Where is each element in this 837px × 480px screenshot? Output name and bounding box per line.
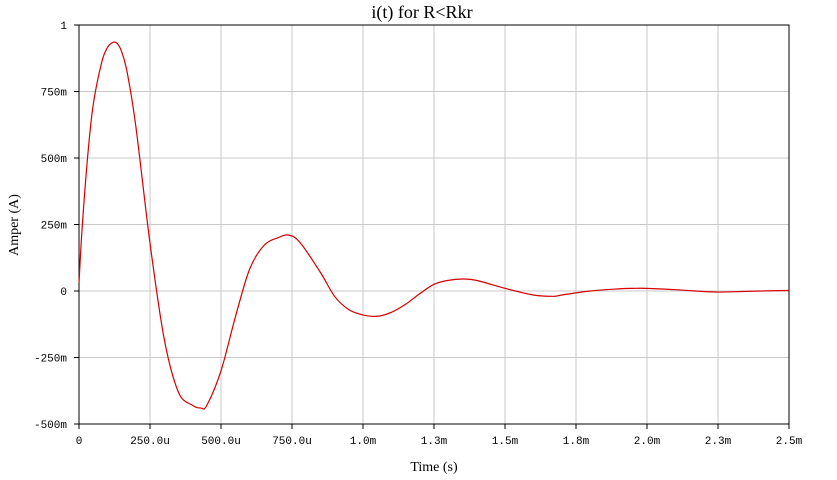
series-group xyxy=(78,41,790,410)
y-tick-label: 0 xyxy=(60,287,67,299)
y-tick-label: 500m xyxy=(41,154,68,166)
y-tick-label: -250m xyxy=(34,354,67,366)
x-tick-label: 1.0m xyxy=(350,436,377,448)
x-tick-label: 2.3m xyxy=(705,436,732,448)
series-line xyxy=(78,41,790,410)
y-tick-label: -500m xyxy=(34,420,67,432)
x-tick-label: 250.0u xyxy=(130,436,170,448)
grid xyxy=(74,24,790,429)
plot-frame xyxy=(78,24,790,425)
y-axis-label: Amper (A) xyxy=(7,194,22,256)
y-tick-labels: 1 750m 500m 250m 0 -250m -500m xyxy=(34,21,67,432)
x-tick-label: 2.5m xyxy=(776,436,803,448)
x-tick-label: 500.0u xyxy=(201,436,241,448)
x-tick-labels: 0 250.0u 500.0u 750.0u 1.0m 1.3m 1.5m 1.8m 2.0m 2… xyxy=(76,436,803,448)
y-tick-label: 250m xyxy=(41,221,68,233)
x-tick-label: 1.3m xyxy=(421,436,448,448)
x-axis-label: Time (s) xyxy=(410,460,458,475)
x-tick-label: 0 xyxy=(76,436,83,448)
x-tick-label: 1.5m xyxy=(492,436,519,448)
y-tick-label: 1 xyxy=(60,21,67,33)
x-tick-label: 750.0u xyxy=(272,436,312,448)
x-tick-label: 2.0m xyxy=(634,436,661,448)
y-tick-label: 750m xyxy=(41,88,68,100)
x-tick-label: 1.8m xyxy=(563,436,590,448)
chart-title: i(t) for R<Rkr xyxy=(371,2,472,23)
